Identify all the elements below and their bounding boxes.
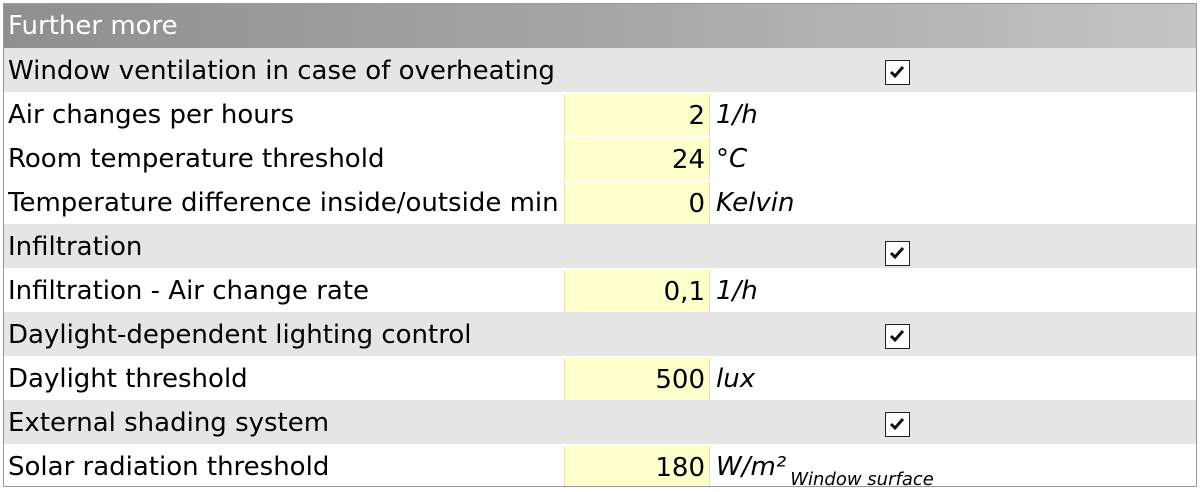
section-window-ventilation: Window ventilation in case of overheatin… xyxy=(4,48,1196,92)
header-title: Further more xyxy=(8,11,178,41)
infiltration-rate-input[interactable]: 0,1 xyxy=(564,270,710,312)
air-changes-unit: 1/h xyxy=(716,100,758,130)
room-temperature-unit: °C xyxy=(716,144,748,174)
row-solar-threshold: Solar radiation threshold 180 W/m² Window… xyxy=(4,444,1196,487)
solar-threshold-unit-sub: Window surface xyxy=(790,469,934,487)
section-daylight-control: Daylight-dependent lighting control xyxy=(4,312,1196,356)
daylight-threshold-unit: lux xyxy=(716,364,756,394)
section-external-shading: External shading system xyxy=(4,400,1196,444)
room-temperature-input[interactable]: 24 xyxy=(564,138,710,180)
checkmark-icon xyxy=(889,247,905,260)
temperature-difference-unit: Kelvin xyxy=(716,188,795,218)
air-changes-input[interactable]: 2 xyxy=(564,94,710,136)
settings-sheet: Further more Window ventilation in case … xyxy=(3,3,1197,487)
infiltration-rate-label: Infiltration - Air change rate xyxy=(8,276,370,306)
infiltration-rate-unit: 1/h xyxy=(716,276,758,306)
temperature-difference-label: Temperature difference inside/outside mi… xyxy=(8,188,559,218)
room-temperature-label: Room temperature threshold xyxy=(8,144,385,174)
row-air-changes: Air changes per hours 2 1/h xyxy=(4,92,1196,136)
solar-threshold-unit: W/m² Window surface xyxy=(716,444,934,487)
air-changes-label: Air changes per hours xyxy=(8,100,295,130)
daylight-threshold-input[interactable]: 500 xyxy=(564,358,710,400)
checkmark-icon xyxy=(889,330,905,343)
row-daylight-threshold: Daylight threshold 500 lux xyxy=(4,356,1196,400)
row-temperature-difference: Temperature difference inside/outside mi… xyxy=(4,180,1196,224)
daylight-threshold-label: Daylight threshold xyxy=(8,364,248,394)
infiltration-label: Infiltration xyxy=(8,232,143,262)
window-ventilation-checkbox[interactable] xyxy=(885,60,910,85)
checkmark-icon xyxy=(889,66,905,79)
daylight-control-label: Daylight-dependent lighting control xyxy=(8,320,472,350)
row-infiltration-rate: Infiltration - Air change rate 0,1 1/h xyxy=(4,268,1196,312)
window-ventilation-label: Window ventilation in case of overheatin… xyxy=(8,56,555,86)
section-header: Further more xyxy=(4,4,1196,48)
checkmark-icon xyxy=(889,418,905,431)
row-room-temperature: Room temperature threshold 24 °C xyxy=(4,136,1196,180)
solar-threshold-unit-main: W/m² xyxy=(716,452,787,482)
solar-threshold-input[interactable]: 180 xyxy=(564,446,710,486)
daylight-control-checkbox[interactable] xyxy=(885,324,910,349)
infiltration-checkbox[interactable] xyxy=(885,241,910,266)
section-infiltration: Infiltration xyxy=(4,224,1196,268)
temperature-difference-input[interactable]: 0 xyxy=(564,182,710,224)
external-shading-label: External shading system xyxy=(8,408,330,438)
external-shading-checkbox[interactable] xyxy=(885,412,910,437)
solar-threshold-label: Solar radiation threshold xyxy=(8,452,330,482)
